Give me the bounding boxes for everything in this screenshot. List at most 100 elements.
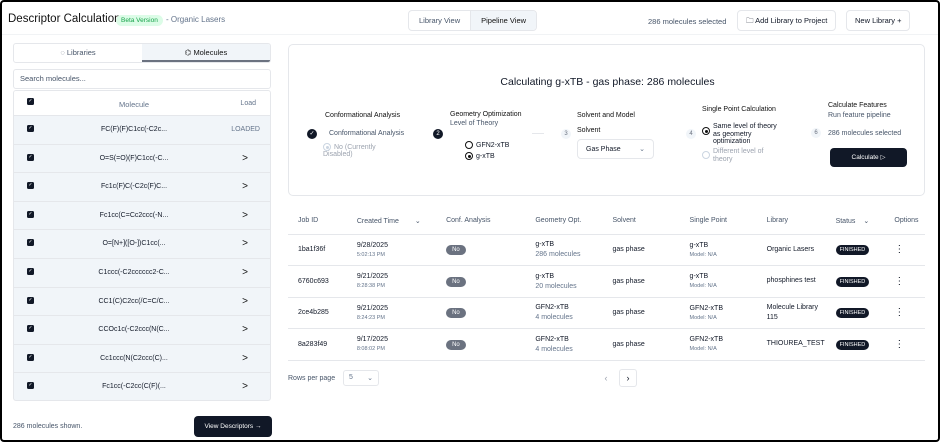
- solvent: gas phase: [602, 328, 680, 361]
- single-point: g-xTB Model: N/A: [679, 234, 757, 266]
- search-input[interactable]: Search molecules...: [13, 69, 271, 89]
- chevron-down-icon: ⌄: [367, 375, 373, 382]
- run-feature-pipeline-link[interactable]: Run feature pipeline: [828, 112, 891, 119]
- column-header: Solvent: [602, 208, 680, 235]
- molecule-smiles: O=[N+]([O-])C1cc(...: [102, 240, 166, 248]
- chevron-right-icon[interactable]: >: [242, 209, 248, 221]
- add-library-button[interactable]: 🗀 Add Library to Project: [737, 10, 837, 31]
- different-level-radio[interactable]: Different level of theory: [702, 148, 782, 163]
- conformational-analysis-option[interactable]: Conformational Analysis: [329, 130, 405, 137]
- gfn2-radio[interactable]: GFN2-xTB: [465, 141, 509, 149]
- molecule-checkbox[interactable]: ✓: [27, 267, 34, 275]
- next-page-button[interactable]: ›: [619, 369, 637, 387]
- tab-libraries[interactable]: ◌ Libraries: [60, 48, 96, 57]
- same-level-radio[interactable]: Same level of theory as geometry optimiz…: [702, 123, 782, 146]
- no-badge: No: [446, 276, 466, 287]
- step1-title: Conformational Analysis: [325, 112, 401, 119]
- selected-count: 286 molecules selected: [648, 17, 727, 26]
- step5-number: 6: [811, 128, 821, 138]
- calculate-button[interactable]: Calculate ▷: [830, 148, 907, 167]
- molecule-checkbox[interactable]: ✓: [27, 382, 34, 390]
- library: Molecule Library 115: [756, 297, 826, 329]
- sort-chevron-icon: ⌄: [863, 217, 870, 225]
- rows-per-page-select[interactable]: 5 ⌄: [343, 370, 379, 386]
- loaded-status: LOADED: [231, 126, 260, 133]
- molecule-row[interactable]: ✓ FC(F)(F)C1cc(-C2c... LOADED: [14, 116, 270, 145]
- gxtb-radio[interactable]: g-xTB: [465, 152, 495, 160]
- molecule-row[interactable]: ✓ Fc1cc(C=Cc2ccc(-N... >: [14, 202, 270, 231]
- column-header[interactable]: Status ⌄: [825, 208, 885, 235]
- step5-title: Calculate Features: [828, 102, 887, 109]
- options-menu-icon[interactable]: ⋮: [884, 234, 925, 266]
- molecule-checkbox[interactable]: ✓: [27, 153, 34, 161]
- chevron-right-icon[interactable]: >: [242, 266, 248, 278]
- status: FINISHED: [825, 297, 885, 329]
- status-badge: FINISHED: [835, 339, 870, 350]
- chevron-right-icon[interactable]: >: [242, 352, 248, 364]
- column-header: Conf. Analysis: [436, 208, 526, 235]
- molecule-row[interactable]: ✓ CCOc1c(-C2ccc(N(C... >: [14, 316, 270, 345]
- molecule-checkbox[interactable]: ✓: [27, 353, 34, 361]
- status: FINISHED: [825, 234, 885, 266]
- job-id: 2ce4b285: [288, 297, 347, 329]
- beta-badge: Beta Version: [116, 15, 163, 26]
- options-menu-icon[interactable]: ⋮: [884, 328, 925, 361]
- pipeline-view-tab[interactable]: Pipeline View: [470, 11, 537, 30]
- molecule-smiles: FC(F)(F)C1cc(-C2c...: [100, 126, 168, 133]
- tab-molecules[interactable]: ⌬ Molecules: [142, 44, 270, 62]
- prev-page-button[interactable]: ‹: [604, 373, 608, 383]
- chevron-right-icon[interactable]: >: [242, 181, 248, 193]
- status: FINISHED: [825, 265, 885, 298]
- molecule-checkbox[interactable]: ✓: [27, 296, 34, 304]
- sort-chevron-icon: ⌄: [414, 217, 421, 225]
- conf-disabled-option: No (Currently Disabled): [323, 143, 376, 158]
- geometry-opt: g-xTB 286 molecules: [525, 234, 603, 266]
- job-row[interactable]: 6760c693 9/21/2025 8:28:38 PM No g-xTB 20 …: [288, 265, 925, 298]
- molecule-row[interactable]: ✓ Cc1ccc(N(C2ccc(C)... >: [14, 345, 270, 374]
- radio-icon: [465, 141, 473, 149]
- job-row[interactable]: 2ce4b285 9/21/2025 8:24:23 PM No GFN2-xTB…: [288, 297, 925, 329]
- molecule-row[interactable]: ✓ O=[N+]([O-])C1cc(... >: [14, 230, 270, 259]
- chevron-right-icon[interactable]: >: [242, 324, 248, 336]
- column-header: Geometry Opt.: [525, 208, 603, 235]
- column-header: Library: [756, 208, 826, 235]
- select-all-checkbox[interactable]: ✓: [27, 98, 34, 105]
- chevron-right-icon[interactable]: >: [242, 381, 248, 393]
- column-header[interactable]: Created Time ⌄: [346, 208, 437, 235]
- options-menu-icon[interactable]: ⋮: [884, 265, 925, 298]
- molecule-row[interactable]: ✓ Fc1c(F)C(-C2c(F)C... >: [14, 173, 270, 202]
- molecule-checkbox[interactable]: ✓: [27, 239, 34, 247]
- molecule-row[interactable]: ✓ CC1(C)C2cc(/C=C/C... >: [14, 288, 270, 317]
- view-descriptors-button[interactable]: View Descriptors →: [194, 416, 272, 437]
- job-row[interactable]: 1ba1f36f 9/28/2025 5:02:13 PM No g-xTB 286…: [288, 234, 925, 266]
- step4-title: Single Point Calculation: [702, 106, 776, 113]
- molecule-checkbox[interactable]: ✓: [27, 325, 34, 333]
- chevron-right-icon[interactable]: >: [242, 295, 248, 307]
- library: phosphines test: [756, 265, 826, 298]
- status: FINISHED: [825, 328, 885, 361]
- library-view-tab[interactable]: Library View: [419, 16, 461, 25]
- molecule-checkbox[interactable]: ✓: [27, 125, 34, 132]
- jobs-table: Job ID Created Time ⌄ Conf. Analysis Geomet…: [288, 208, 925, 361]
- status-badge: FINISHED: [835, 276, 870, 287]
- single-point: GFN2-xTB Model: N/A: [679, 328, 757, 361]
- job-row[interactable]: 8a283f49 9/17/2025 8:08:02 PM No GFN2-xTB…: [288, 328, 925, 361]
- new-library-button[interactable]: New Library +: [846, 10, 911, 31]
- radio-icon: [323, 143, 331, 151]
- molecule-list: ✓ Molecule Load ✓ FC(F)(F)C1cc(-C2c... L…: [13, 90, 271, 401]
- step3-number: 3: [561, 129, 571, 139]
- molecule-smiles: O=S(=O)(F)C1cc(-C...: [99, 154, 169, 162]
- molecule-row[interactable]: ✓ C1ccc(-C2cccccc2-C... >: [14, 259, 270, 288]
- molecules-shown: 286 molecules shown.: [13, 423, 83, 430]
- radio-icon: [702, 127, 710, 135]
- solvent-select[interactable]: Gas Phase ⌄: [577, 139, 654, 159]
- created-time: 9/21/2025 8:28:38 PM: [346, 265, 437, 298]
- molecule-row[interactable]: ✓ O=S(=O)(F)C1cc(-C... >: [14, 145, 270, 174]
- molecule-row[interactable]: ✓ Fc1cc(-C2cc(C(F)(... >: [14, 373, 270, 400]
- chevron-right-icon[interactable]: >: [242, 152, 248, 164]
- molecule-checkbox[interactable]: ✓: [27, 210, 34, 218]
- chevron-right-icon[interactable]: >: [242, 238, 248, 250]
- molecule-checkbox[interactable]: ✓: [27, 182, 34, 190]
- options-menu-icon[interactable]: ⋮: [884, 297, 925, 329]
- created-time: 9/21/2025 8:24:23 PM: [346, 297, 437, 329]
